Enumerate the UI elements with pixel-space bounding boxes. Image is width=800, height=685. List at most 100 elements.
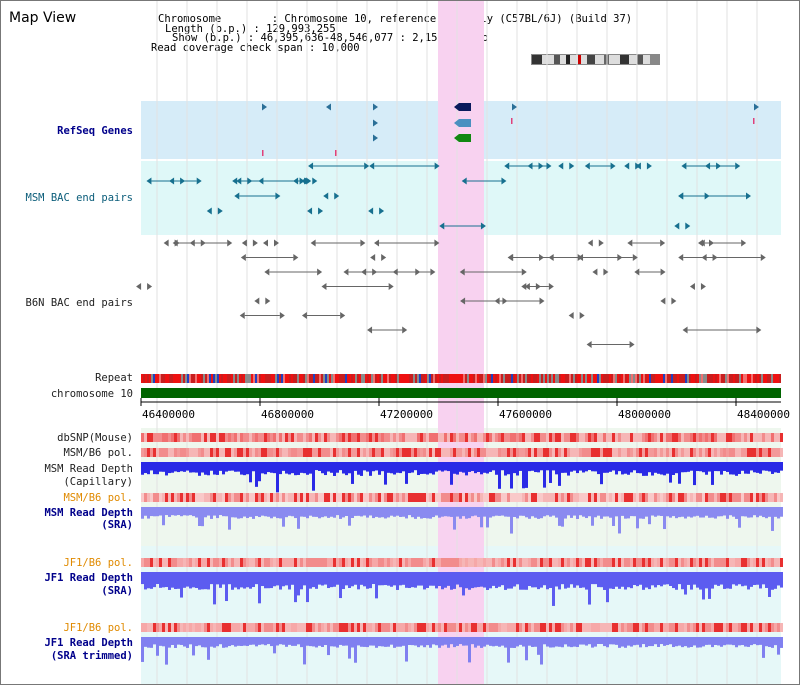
- heat-cell: [468, 623, 471, 632]
- read-end-marker: [279, 312, 285, 319]
- heat-cell: [309, 433, 312, 442]
- heat-cell: [426, 623, 429, 632]
- track-label-refseq[interactable]: RefSeq Genes: [57, 125, 133, 137]
- depth-bar: [651, 462, 654, 476]
- heat-cell: [141, 448, 144, 457]
- heat-cell: [237, 623, 240, 632]
- read-end-marker: [635, 162, 641, 170]
- heat-cell: [309, 493, 312, 502]
- heat-cell: [255, 623, 258, 632]
- heat-cell: [165, 448, 168, 457]
- heat-cell: [285, 448, 288, 457]
- depth-bar: [363, 637, 366, 647]
- heat-cell: [564, 433, 567, 442]
- heat-cell: [339, 623, 342, 632]
- gene-tick: [753, 118, 755, 124]
- heat-cell: [651, 493, 654, 502]
- heat-cell: [498, 448, 501, 457]
- heat-cell: [276, 433, 279, 442]
- heat-cell: [426, 448, 429, 457]
- heat-cell: [681, 433, 684, 442]
- heat-cell: [774, 623, 777, 632]
- depth-bar: [384, 462, 387, 485]
- repeat-element: [459, 374, 461, 383]
- depth-bar: [678, 507, 681, 518]
- heat-cell: [168, 448, 171, 457]
- depth-bar: [378, 507, 381, 518]
- depth-bar: [384, 637, 387, 647]
- depth-bar: [744, 507, 747, 517]
- repeat-element: [407, 374, 409, 383]
- depth-bar: [423, 572, 426, 590]
- heat-cell: [462, 623, 465, 632]
- depth-bar: [399, 507, 402, 517]
- track-label-jf1-depth-trim[interactable]: JF1 Read Depth: [44, 637, 133, 649]
- depth-bar: [216, 507, 219, 519]
- depth-bar: [279, 507, 282, 519]
- depth-bar: [525, 507, 528, 518]
- depth-bar: [687, 637, 690, 648]
- heat-cell: [246, 433, 249, 442]
- depth-bar: [501, 572, 504, 586]
- depth-bar: [780, 572, 783, 588]
- track-label-jf1-b6-pol[interactable]: JF1/B6 pol.: [63, 557, 133, 569]
- depth-bar: [306, 462, 309, 475]
- heat-cell: [291, 623, 294, 632]
- depth-bar: [456, 572, 459, 585]
- heat-cell: [453, 623, 456, 632]
- depth-bar: [237, 462, 240, 472]
- heat-cell: [357, 623, 360, 632]
- heat-cell: [276, 623, 279, 632]
- heat-cell: [417, 623, 420, 632]
- track-label-msm-b6-pol[interactable]: MSM/B6 pol.: [63, 447, 133, 459]
- depth-bar: [480, 462, 483, 475]
- repeat-element: [417, 374, 419, 383]
- track-label-msm-b6-pol-2[interactable]: MSM/B6 pol.: [63, 492, 133, 504]
- heat-cell: [444, 558, 447, 567]
- depth-bar: [594, 507, 597, 518]
- heat-cell: [279, 433, 282, 442]
- depth-bar: [591, 507, 594, 526]
- heat-cell: [156, 493, 159, 502]
- read-end-marker: [700, 283, 706, 290]
- heat-cell: [672, 448, 675, 457]
- heat-cell: [180, 623, 183, 632]
- track-label-jf1-depth-sra[interactable]: JF1 Read Depth: [44, 572, 133, 584]
- depth-bar: [444, 572, 447, 588]
- track-label-msm-depth-sra[interactable]: MSM Read Depth: [44, 507, 133, 519]
- heat-cell: [438, 493, 441, 502]
- heat-cell: [261, 623, 264, 632]
- heat-cell: [657, 433, 660, 442]
- heat-cell: [447, 448, 450, 457]
- depth-bar: [624, 637, 627, 648]
- track-label-msm-depth-cap[interactable]: MSM Read Depth: [44, 463, 133, 475]
- depth-bar: [495, 637, 498, 646]
- track-label-jf1-b6-pol-2[interactable]: JF1/B6 pol.: [63, 622, 133, 634]
- heat-cell: [321, 623, 324, 632]
- depth-bar: [258, 572, 261, 604]
- heat-cell: [630, 623, 633, 632]
- depth-bar: [540, 637, 543, 665]
- depth-bar: [603, 507, 606, 517]
- depth-bar: [756, 507, 759, 518]
- heat-cell: [759, 493, 762, 502]
- track-label-dbsnp[interactable]: dbSNP(Mouse): [57, 432, 133, 444]
- repeat-element: [141, 374, 143, 383]
- depth-bar: [639, 462, 642, 474]
- heat-cell: [162, 493, 165, 502]
- depth-bar: [456, 637, 459, 646]
- heat-cell: [285, 623, 288, 632]
- heat-cell: [612, 448, 615, 457]
- heat-cell: [258, 433, 261, 442]
- heat-cell: [357, 493, 360, 502]
- track-label-msm-bac[interactable]: MSM BAC end pairs: [25, 192, 133, 204]
- depth-bar: [243, 637, 246, 646]
- depth-bar: [324, 572, 327, 585]
- depth-bar: [780, 507, 783, 517]
- track-label-b6n-bac[interactable]: B6N BAC end pairs: [25, 297, 133, 309]
- read-end-marker: [301, 177, 307, 185]
- heat-cell: [306, 433, 309, 442]
- depth-bar: [726, 507, 729, 519]
- depth-bar: [417, 637, 420, 648]
